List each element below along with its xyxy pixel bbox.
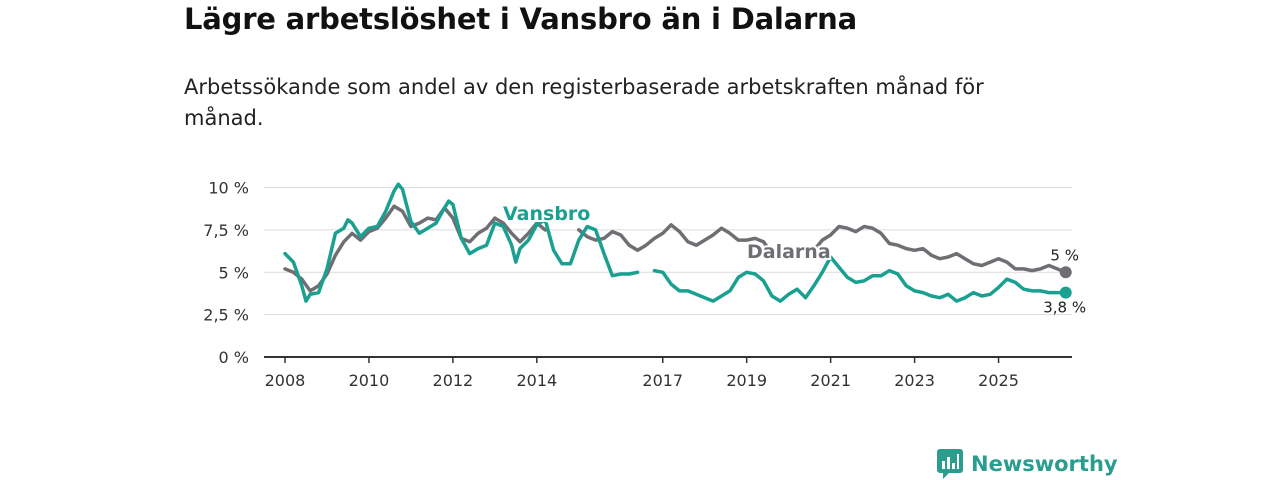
- brand-name: Newsworthy: [971, 452, 1118, 476]
- y-tick-label: 5 %: [219, 263, 249, 282]
- brand-logo[interactable]: Newsworthy: [937, 448, 1118, 480]
- y-axis-ticks: 0 % 2,5 % 5 % 7,5 % 10 %: [203, 179, 249, 367]
- y-tick-label: 0 %: [219, 348, 249, 367]
- x-tick-label: 2017: [642, 371, 683, 390]
- x-tick-label: 2010: [349, 371, 390, 390]
- vansbro-series-label: Vansbro: [503, 203, 590, 225]
- vansbro-end-point: [1059, 286, 1072, 299]
- x-tick-label: 2023: [894, 371, 935, 390]
- vansbro-end-label: 3,8 %: [1043, 299, 1086, 317]
- dalarna-line: [812, 224, 1068, 275]
- x-axis: 2008 2010 2012 2014 2017 2019 2021 2023 2025: [264, 356, 1072, 390]
- x-tick-label: 2021: [810, 371, 851, 390]
- dalarna-end-label: 5 %: [1050, 246, 1079, 264]
- x-tick-label: 2014: [516, 371, 557, 390]
- chart-subtitle: Arbetssökande som andel av den registerb…: [184, 75, 984, 130]
- y-tick-label: 10 %: [208, 179, 249, 198]
- line-chart: 0 % 2,5 % 5 % 7,5 % 10 % 2008 2010 2012 2014 201…: [203, 179, 1086, 390]
- vansbro-line: [283, 182, 640, 303]
- x-tick-label: 2019: [726, 371, 767, 390]
- series-lines: [283, 182, 1072, 303]
- series-labels: 5 % 3,8 % Dalarna Vansbro: [501, 201, 1086, 317]
- newsworthy-logo-icon: [937, 449, 963, 479]
- x-tick-label: 2025: [978, 371, 1019, 390]
- dalarna-end-point: [1059, 266, 1072, 279]
- x-tick-label: 2008: [265, 371, 306, 390]
- dalarna-line: [577, 223, 791, 258]
- y-tick-label: 2,5 %: [203, 306, 249, 325]
- dalarna-series-label: Dalarna: [747, 241, 831, 263]
- y-tick-label: 7,5 %: [203, 221, 249, 240]
- vansbro-line: [652, 255, 1068, 303]
- chart-title: Lägre arbetslöshet i Vansbro än i Dalarn…: [184, 2, 857, 36]
- x-tick-label: 2012: [433, 371, 474, 390]
